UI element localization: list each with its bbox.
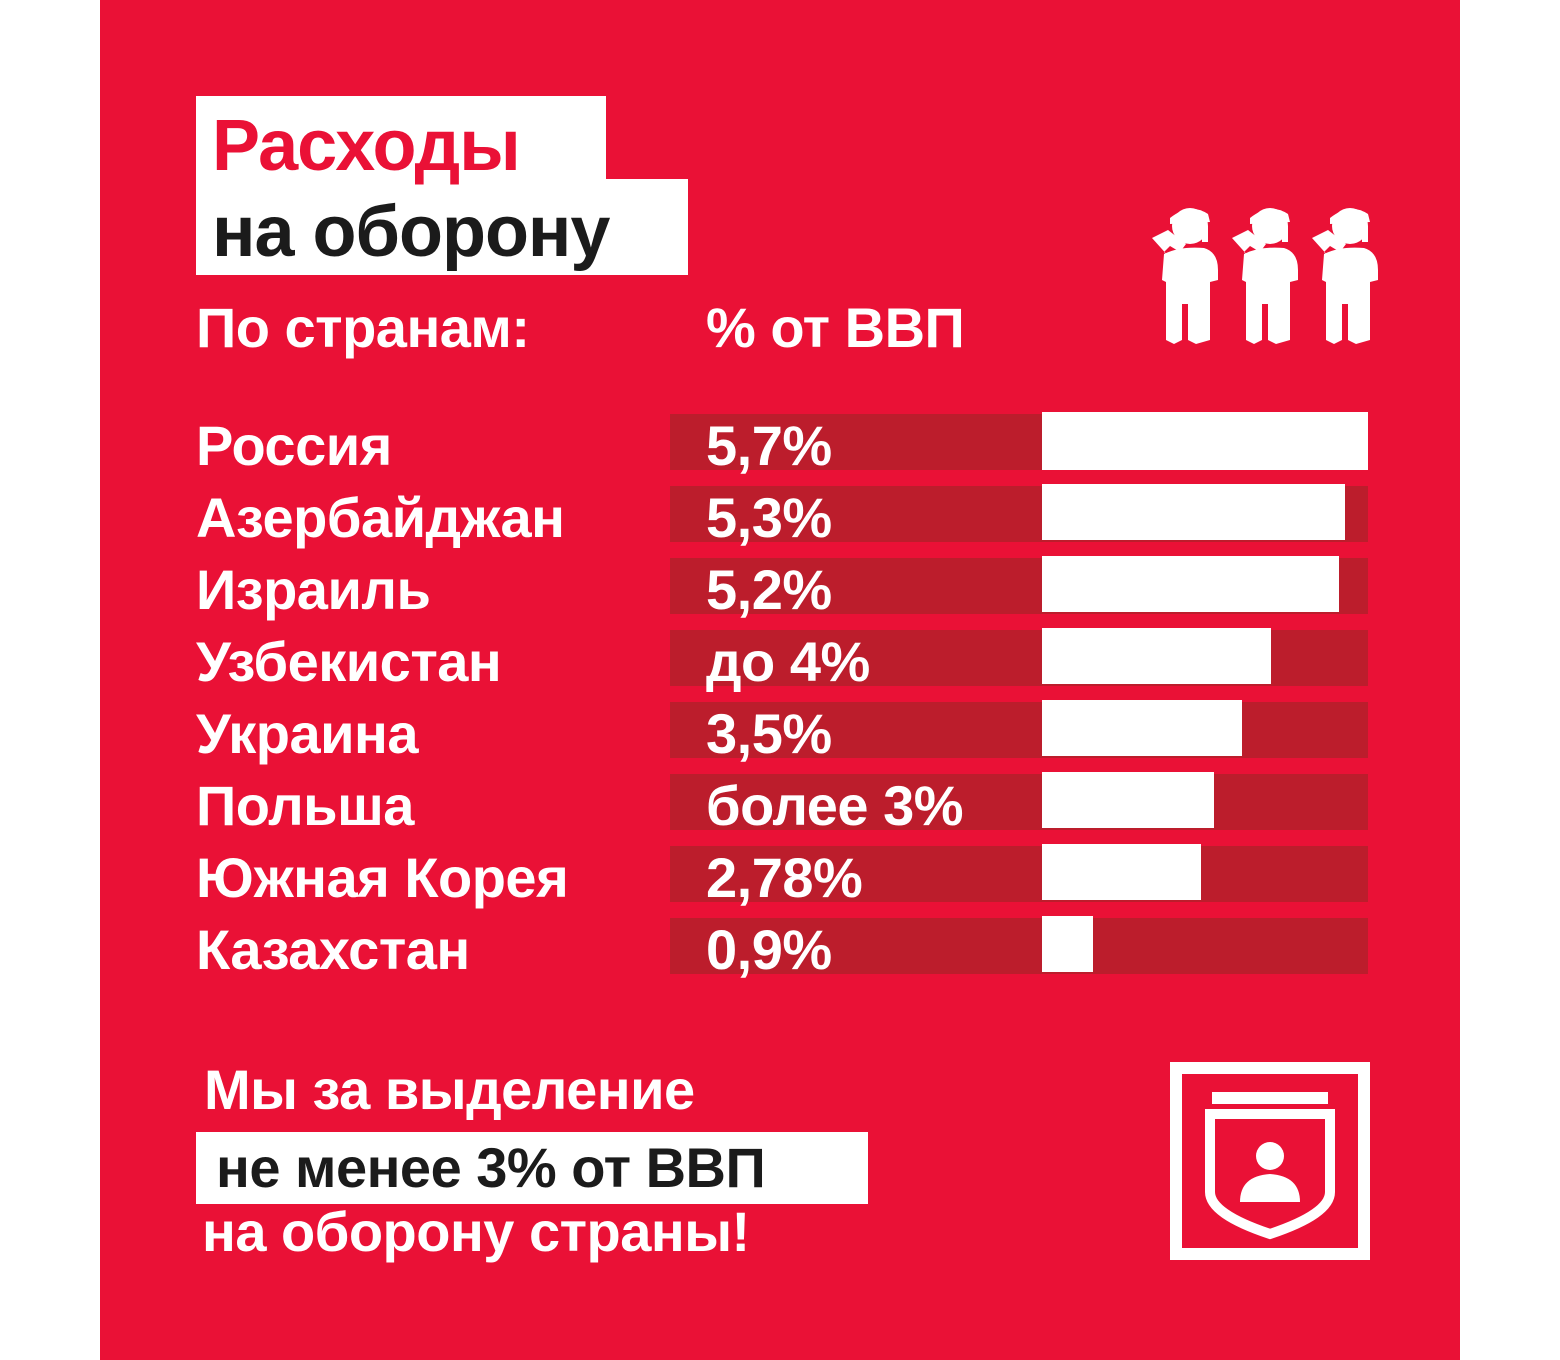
footer-line-3: на оборону страны! bbox=[202, 1200, 750, 1263]
header-countries: По странам: bbox=[196, 296, 530, 359]
bar bbox=[1042, 628, 1271, 684]
bar bbox=[1042, 916, 1093, 972]
country-label: Узбекистан bbox=[196, 630, 502, 693]
title-highlight-1 bbox=[196, 96, 606, 190]
bar bbox=[1042, 772, 1214, 828]
saluting-soldier-icon bbox=[1312, 208, 1378, 344]
title-highlight-2 bbox=[196, 179, 688, 275]
title-line-2: на оборону bbox=[212, 192, 610, 272]
country-label: Россия bbox=[196, 414, 392, 477]
value-label: 3,5% bbox=[706, 702, 832, 765]
footer-highlight bbox=[196, 1132, 868, 1204]
shield-emblem-icon bbox=[1170, 1062, 1370, 1260]
value-label: 5,3% bbox=[706, 486, 832, 549]
value-label: 5,7% bbox=[706, 414, 832, 477]
country-label: Казахстан bbox=[196, 918, 470, 981]
bar bbox=[1042, 844, 1201, 900]
saluting-soldier-icon bbox=[1152, 208, 1218, 344]
bar bbox=[1042, 412, 1368, 470]
bar bbox=[1042, 484, 1345, 540]
bar bbox=[1042, 700, 1242, 756]
bar-track bbox=[670, 702, 1368, 758]
value-label: 5,2% bbox=[706, 558, 832, 621]
soldiers-group bbox=[1152, 208, 1378, 344]
header-gdp: % от ВВП bbox=[706, 296, 965, 359]
bar bbox=[1042, 556, 1339, 612]
bar-track bbox=[670, 846, 1368, 902]
country-label: Украина bbox=[196, 702, 418, 765]
footer-line-2: не менее 3% от ВВП bbox=[216, 1136, 766, 1199]
value-label: 0,9% bbox=[706, 918, 832, 981]
footer-line-1: Мы за выделение bbox=[204, 1058, 695, 1121]
country-label: Польша bbox=[196, 774, 414, 837]
country-label: Израиль bbox=[196, 558, 431, 621]
value-label: до 4% bbox=[706, 630, 870, 693]
country-label: Южная Корея bbox=[196, 846, 569, 909]
country-label: Азербайджан bbox=[196, 486, 565, 549]
bar-track bbox=[670, 918, 1368, 974]
saluting-soldier-icon bbox=[1232, 208, 1298, 344]
value-label: 2,78% bbox=[706, 846, 863, 909]
bar-track bbox=[670, 774, 1368, 830]
title-line-1: Расходы bbox=[212, 106, 521, 186]
value-label: более 3% bbox=[706, 774, 964, 837]
